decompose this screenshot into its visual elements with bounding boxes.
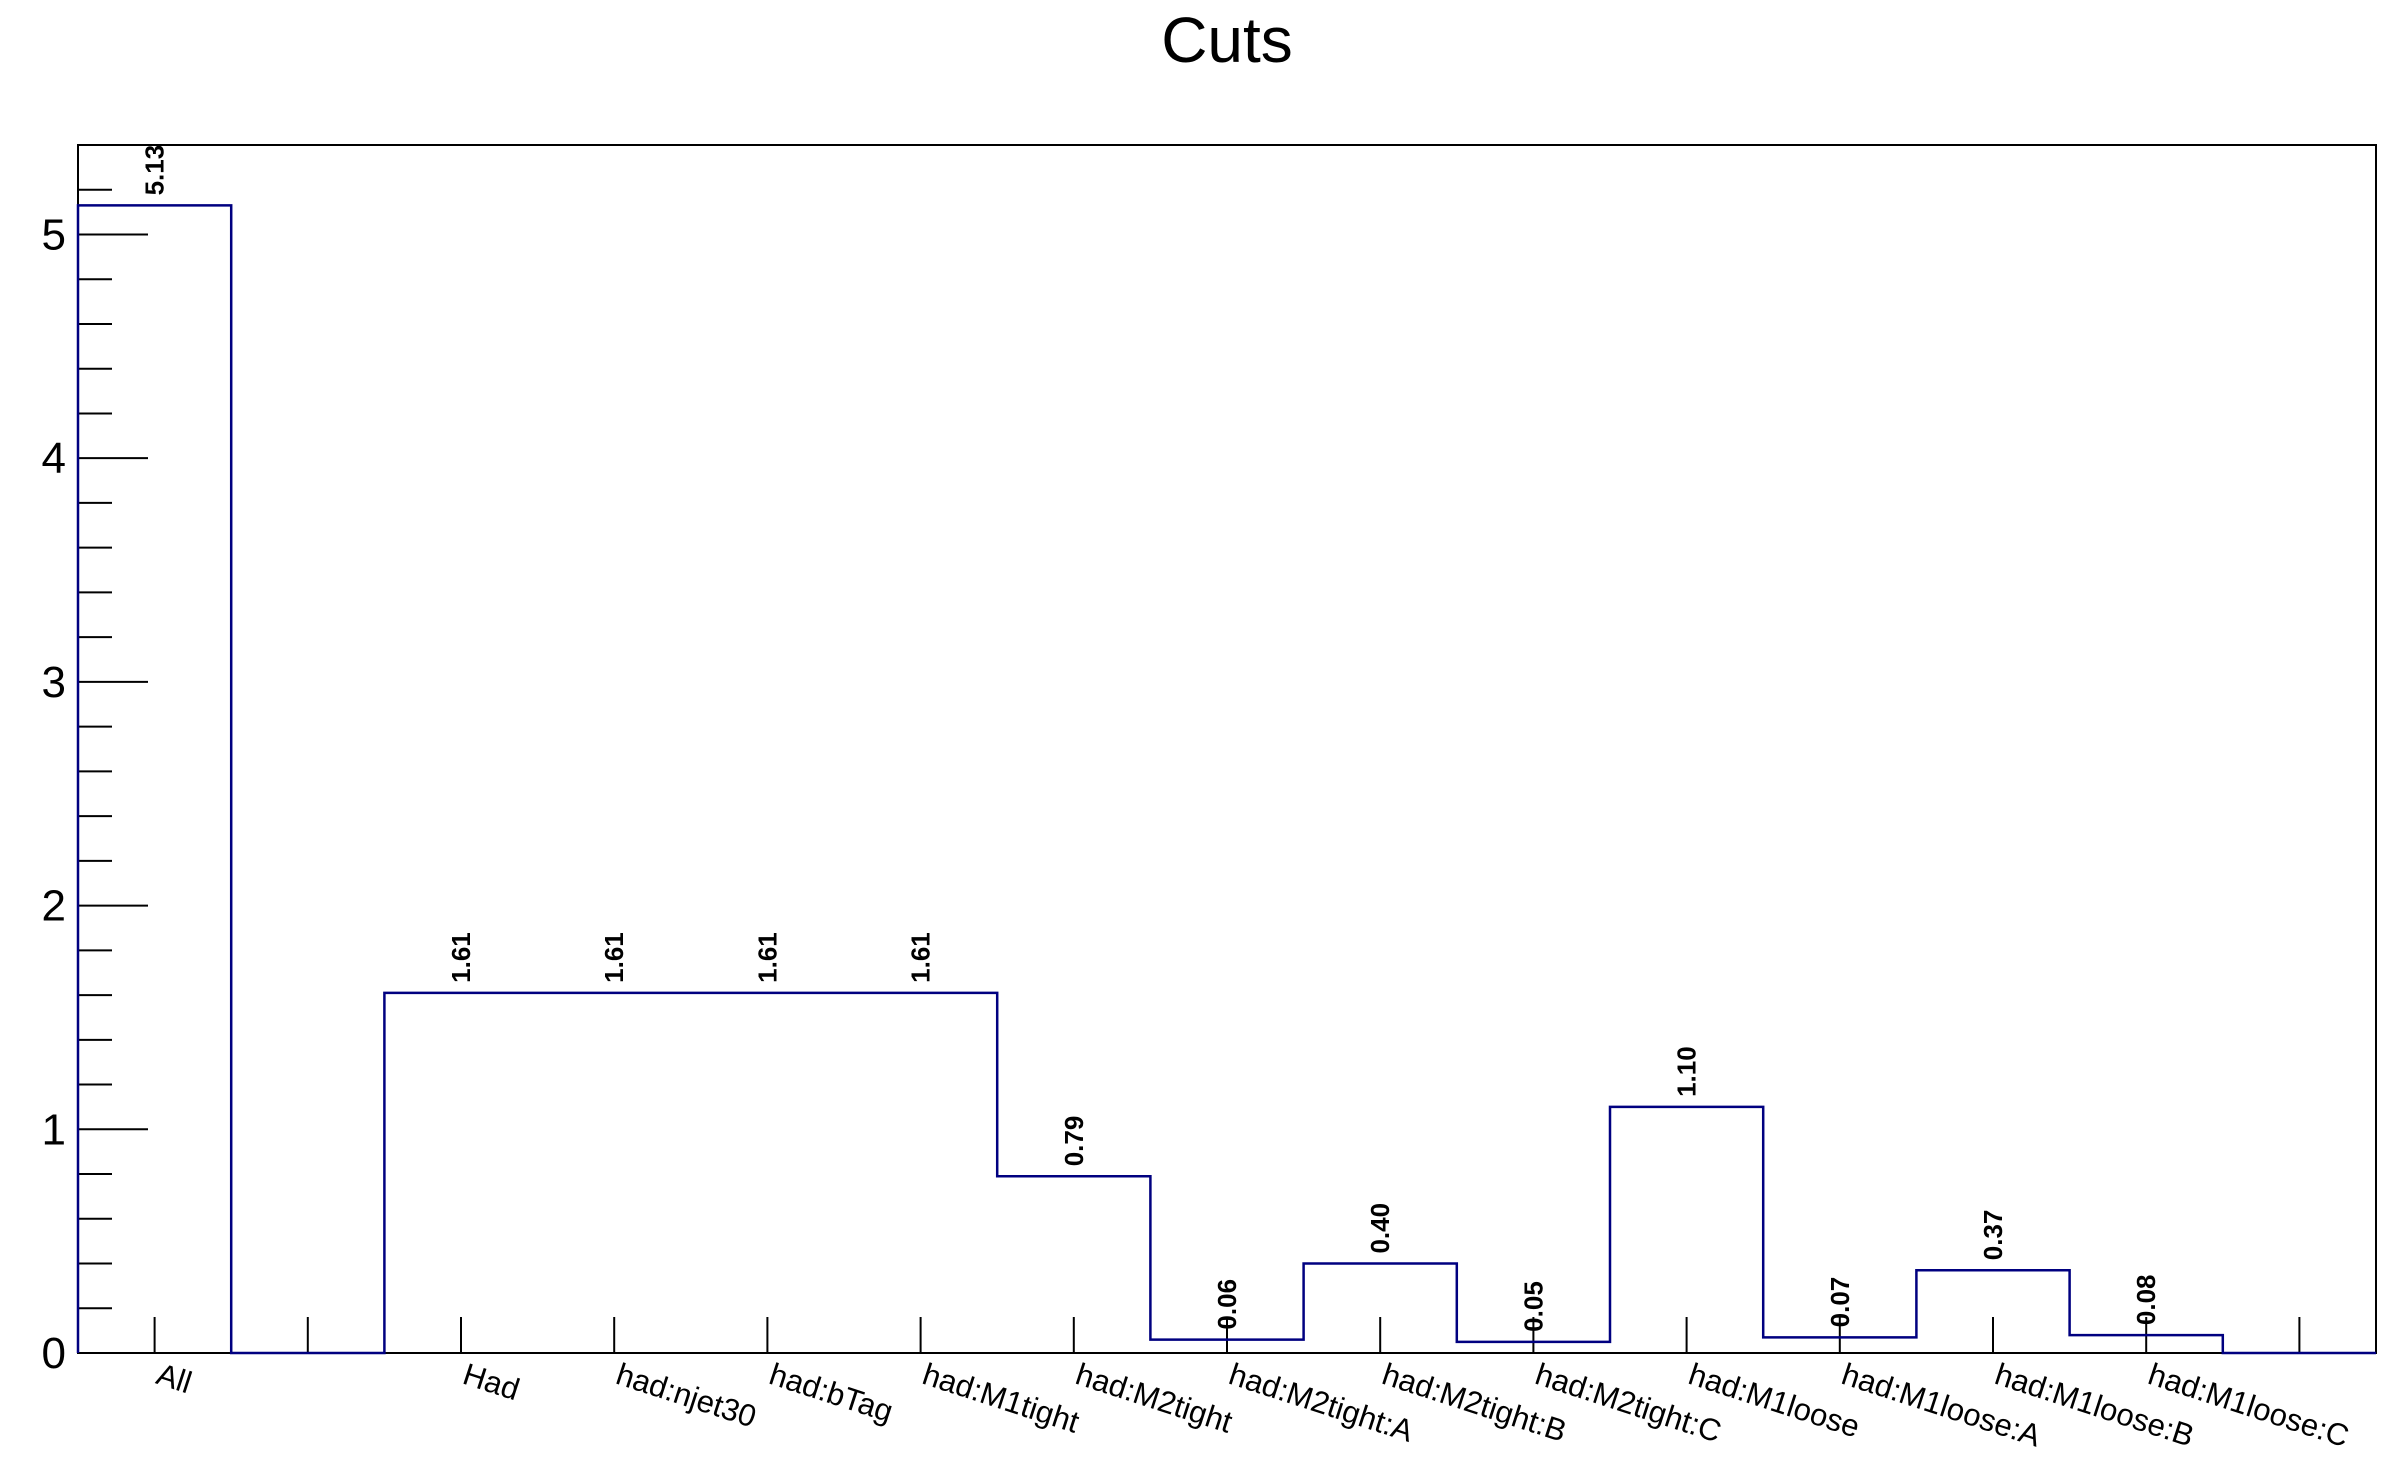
bin-value-label: 1.61	[599, 932, 629, 983]
y-tick-label: 5	[42, 210, 66, 259]
bin-value-label: 0.06	[1212, 1279, 1242, 1330]
y-tick-label: 3	[42, 658, 66, 707]
bin-value-label: 0.07	[1825, 1277, 1855, 1328]
y-tick-label: 0	[42, 1329, 66, 1378]
data-labels: 5.13 1.61 1.61 1.61 1.61 0.79 0.06 0.40 0.05 1.10…	[140, 145, 2162, 1332]
x-axis: All Had had:njet30 had:bTag had:M1tighthad:M…	[152, 1317, 2353, 1454]
x-tick-label: had:bTag	[765, 1356, 897, 1429]
bin-value-label: 0.05	[1518, 1281, 1548, 1332]
y-tick-label: 1	[42, 1105, 66, 1154]
bin-value-label: 0.79	[1059, 1116, 1089, 1167]
bin-value-label: 1.10	[1672, 1046, 1702, 1097]
bin-value-label: 0.40	[1365, 1203, 1395, 1254]
x-tick-label: had:M1tight	[918, 1356, 1083, 1439]
plot-frame	[77, 144, 2377, 1354]
x-tick-label: Had	[459, 1356, 524, 1407]
bin-value-label: 1.61	[752, 932, 782, 983]
x-tick-label: All	[152, 1356, 196, 1400]
bin-value-label: 1.61	[446, 932, 476, 983]
bin-value-label: 1.61	[906, 932, 936, 983]
chart-title: Cuts	[1161, 4, 1293, 76]
bin-value-label: 0.08	[2131, 1274, 2161, 1325]
y-tick-label: 4	[42, 434, 66, 483]
y-axis: 0 1 2 3 4 5	[42, 144, 148, 1378]
x-tick-label: had:M2tight	[1072, 1356, 1237, 1439]
bin-value-label: 0.37	[1978, 1210, 2008, 1261]
y-tick-label: 2	[42, 882, 66, 931]
bin-value-label: 5.13	[140, 145, 170, 196]
histogram-outline	[76, 204, 2376, 1355]
x-tick-label: had:njet30	[612, 1356, 761, 1434]
